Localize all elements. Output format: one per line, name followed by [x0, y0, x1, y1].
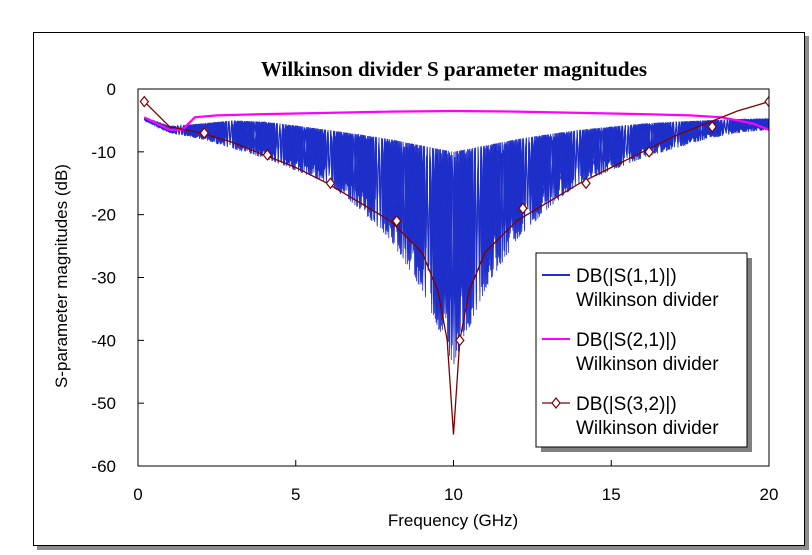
series-marker: [518, 202, 528, 215]
series-marker: [455, 334, 465, 347]
x-axis-label: Frequency (GHz): [388, 511, 518, 530]
s11-trace-5: [143, 116, 769, 361]
x-tick-label: 0: [133, 485, 142, 504]
x-tick-label: 20: [760, 485, 779, 504]
x-tick-label: 10: [444, 485, 463, 504]
legend-label-0: DB(|S(1,1)|): [576, 266, 677, 287]
series-marker: [707, 120, 717, 133]
x-tick-label: 15: [602, 485, 621, 504]
legend-label-1: DB(|S(2,1)|): [576, 330, 677, 351]
s11-trace-3: [143, 117, 769, 365]
y-tick-label: -20: [91, 206, 116, 225]
series-marker: [644, 145, 654, 158]
plot-area: [139, 95, 769, 435]
y-axis-label: S-parameter magnitudes (dB): [52, 164, 71, 388]
y-tick-label: -40: [91, 331, 116, 350]
series-line-1: [143, 109, 769, 131]
series-marker: [325, 177, 336, 190]
chart-title: Wilkinson divider S parameter magnitudes: [261, 57, 647, 81]
legend-box: [535, 252, 748, 448]
series-marker: [262, 149, 273, 161]
legend-label-2: DB(|S(3,2)|): [576, 394, 677, 415]
legend-sublabel-0: Wilkinson divider: [576, 290, 719, 311]
y-tick-label: -60: [91, 457, 116, 476]
legend-marker-2: [551, 397, 561, 409]
legend-sublabel-1: Wilkinson divider: [576, 354, 719, 375]
series-marker: [764, 95, 769, 108]
y-tick-label: -30: [91, 269, 116, 288]
x-tick-label: 5: [291, 485, 300, 504]
series-marker: [391, 214, 402, 227]
y-tick-label: -10: [91, 143, 116, 162]
series-marker: [139, 95, 150, 108]
y-tick-label: -50: [91, 394, 116, 413]
legend-sublabel-2: Wilkinson divider: [576, 418, 719, 439]
series-marker: [581, 177, 591, 190]
y-tick-label: 0: [107, 80, 116, 99]
series-marker: [199, 127, 210, 139]
